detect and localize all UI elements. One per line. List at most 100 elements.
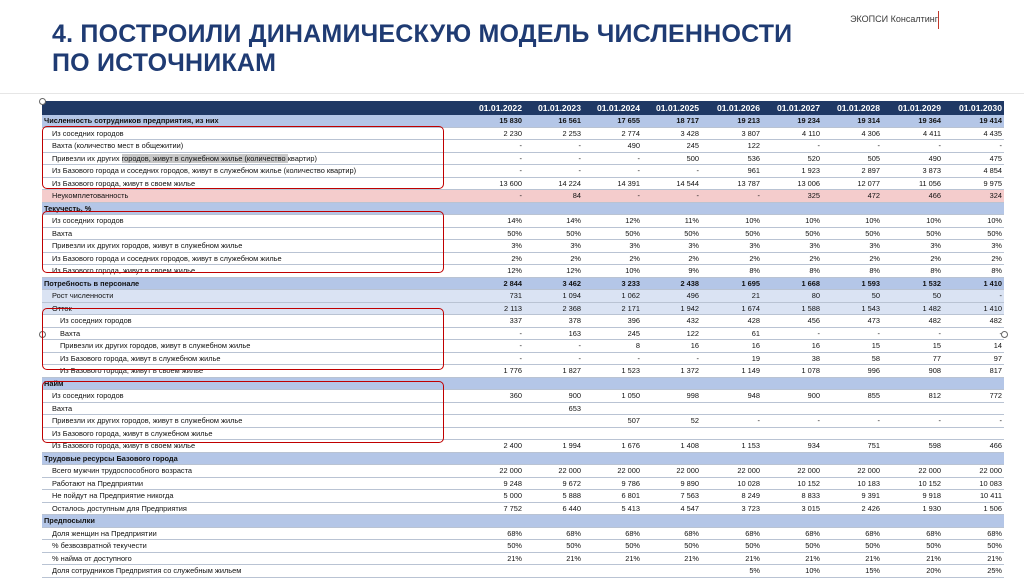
value-cell: 360 bbox=[465, 389, 524, 403]
value-cell: 2 426 bbox=[822, 502, 882, 515]
value-cell: 245 bbox=[642, 139, 701, 153]
value-cell bbox=[701, 402, 762, 415]
row-label: Осталось доступным для Предприятия bbox=[42, 502, 465, 515]
value-cell: - bbox=[822, 414, 882, 428]
value-cell bbox=[943, 514, 1004, 528]
value-cell: 1 695 bbox=[701, 277, 762, 290]
value-cell: 10% bbox=[583, 264, 642, 278]
headcount-model-table-container[interactable]: 01.01.2022 01.01.2023 01.01.2024 01.01.2025… bbox=[39, 98, 1008, 578]
value-cell: 17 655 bbox=[583, 114, 642, 128]
value-cell: 900 bbox=[524, 389, 583, 403]
table-row: Привезли их других городов, живут в служ… bbox=[42, 239, 1004, 253]
resize-handle-right-middle[interactable] bbox=[1001, 331, 1008, 338]
value-cell: 8% bbox=[701, 264, 762, 278]
row-label: Численность сотрудников предприятия, из … bbox=[42, 114, 465, 128]
value-cell: 68% bbox=[465, 527, 524, 540]
value-cell: 751 bbox=[822, 439, 882, 453]
row-label: Доля сотрудников Предприятия со служебны… bbox=[42, 564, 465, 578]
value-cell: - bbox=[642, 164, 701, 178]
value-cell: 8% bbox=[822, 264, 882, 278]
value-cell: 908 bbox=[882, 364, 943, 378]
table-row: Из Базового города, живут в служебном жи… bbox=[42, 427, 1004, 440]
value-cell: 432 bbox=[642, 314, 701, 328]
value-cell: 50% bbox=[701, 227, 762, 240]
resize-handle-top-left[interactable] bbox=[39, 98, 46, 105]
row-label-highlighted-part: городов, живут в служебном жилье (количе… bbox=[121, 153, 288, 163]
value-cell bbox=[465, 202, 524, 215]
value-cell: 22 000 bbox=[465, 464, 524, 478]
table-row: Всего мужчин трудоспособного возраста 22 … bbox=[42, 464, 1004, 478]
table-row: Неукомплетованность -84- - -325 472 466 324 bbox=[42, 189, 1004, 203]
value-cell: - bbox=[524, 339, 583, 353]
table-row: Вахта 653 bbox=[42, 402, 1004, 415]
value-cell: 4 547 bbox=[642, 502, 701, 515]
value-cell: 21% bbox=[822, 552, 882, 565]
value-cell: - bbox=[943, 327, 1004, 340]
value-cell: 2 230 bbox=[465, 127, 524, 140]
table-row: Работают на Предприятии 9 248 9 672 9 786 9 … bbox=[42, 477, 1004, 490]
value-cell: 14 bbox=[943, 339, 1004, 353]
row-label: Из Базового города, живут в своем жилье bbox=[42, 177, 465, 190]
value-cell: 50% bbox=[642, 227, 701, 240]
value-cell: 2% bbox=[524, 252, 583, 265]
row-label: % найма от доступного bbox=[42, 552, 465, 565]
table-row: Привезли их других городов, живут в служ… bbox=[42, 339, 1004, 353]
table-row: Из Базового города и соседних городов, ж… bbox=[42, 252, 1004, 265]
value-cell: 68% bbox=[822, 527, 882, 540]
value-cell: 84 bbox=[524, 189, 583, 203]
value-cell: 10 152 bbox=[882, 477, 943, 490]
value-cell: 18 717 bbox=[642, 114, 701, 128]
table-row: Из Базового города, живут в служебном жи… bbox=[42, 352, 1004, 365]
header-date-cell: 01.01.2027 bbox=[762, 101, 822, 115]
value-cell: 8% bbox=[762, 264, 822, 278]
value-cell: 482 bbox=[943, 314, 1004, 328]
value-cell: 9 391 bbox=[822, 489, 882, 503]
value-cell: 1 149 bbox=[701, 364, 762, 378]
value-cell: - bbox=[524, 164, 583, 178]
row-label: Предпосылки bbox=[42, 514, 465, 528]
value-cell: 2 400 bbox=[465, 439, 524, 453]
table-row: Осталось доступным для Предприятия 7 752 6… bbox=[42, 502, 1004, 515]
value-cell: 1 482 bbox=[882, 302, 943, 315]
value-cell: - bbox=[882, 327, 943, 340]
row-label-part: Привезли их других bbox=[52, 153, 122, 163]
value-cell: 68% bbox=[762, 527, 822, 540]
value-cell: 490 bbox=[583, 139, 642, 153]
value-cell: 3% bbox=[882, 239, 943, 253]
value-cell: 3% bbox=[822, 239, 882, 253]
value-cell bbox=[642, 202, 701, 215]
value-cell: - bbox=[822, 139, 882, 153]
value-cell bbox=[701, 427, 762, 440]
row-label: Рост численности bbox=[42, 289, 465, 303]
value-cell: 12% bbox=[583, 214, 642, 228]
value-cell: 2 113 bbox=[465, 302, 524, 315]
table-row: Численность сотрудников предприятия, из … bbox=[42, 114, 1004, 128]
value-cell: 22 000 bbox=[762, 464, 822, 478]
value-cell: 2% bbox=[701, 252, 762, 265]
value-cell bbox=[822, 427, 882, 440]
row-label: Из Базового города, живут в служебном жи… bbox=[42, 427, 465, 440]
value-cell bbox=[882, 202, 943, 215]
row-label: Трудовые ресурсы Базового города bbox=[42, 452, 465, 465]
value-cell: 507 bbox=[583, 414, 642, 428]
table-row: Из соседних городов 2 230 2 253 2 774 3 428 3… bbox=[42, 127, 1004, 140]
value-cell: 598 bbox=[882, 439, 943, 453]
value-cell bbox=[882, 402, 943, 415]
value-cell: 998 bbox=[642, 389, 701, 403]
value-cell: 21 bbox=[701, 289, 762, 303]
value-cell: 10% bbox=[701, 214, 762, 228]
value-cell bbox=[642, 564, 701, 578]
value-cell: 50% bbox=[524, 227, 583, 240]
value-cell: 1 410 bbox=[943, 277, 1004, 290]
value-cell: 10% bbox=[762, 564, 822, 578]
value-cell: 5 888 bbox=[524, 489, 583, 503]
value-cell: 11% bbox=[642, 214, 701, 228]
table-row: Вахта 50% 50% 50% 50% 50% 50% 50% 50% 50% bbox=[42, 227, 1004, 240]
row-label: Из Базового города, живут в своем жилье bbox=[42, 264, 465, 278]
value-cell: 21% bbox=[882, 552, 943, 565]
value-cell bbox=[642, 377, 701, 390]
header-date-cell: 01.01.2026 bbox=[701, 101, 762, 115]
value-cell: 50% bbox=[701, 539, 762, 553]
page-title: 4. ПОСТРОИЛИ ДИНАМИЧЕСКУЮ МОДЕЛЬ ЧИСЛЕНН… bbox=[52, 20, 852, 78]
